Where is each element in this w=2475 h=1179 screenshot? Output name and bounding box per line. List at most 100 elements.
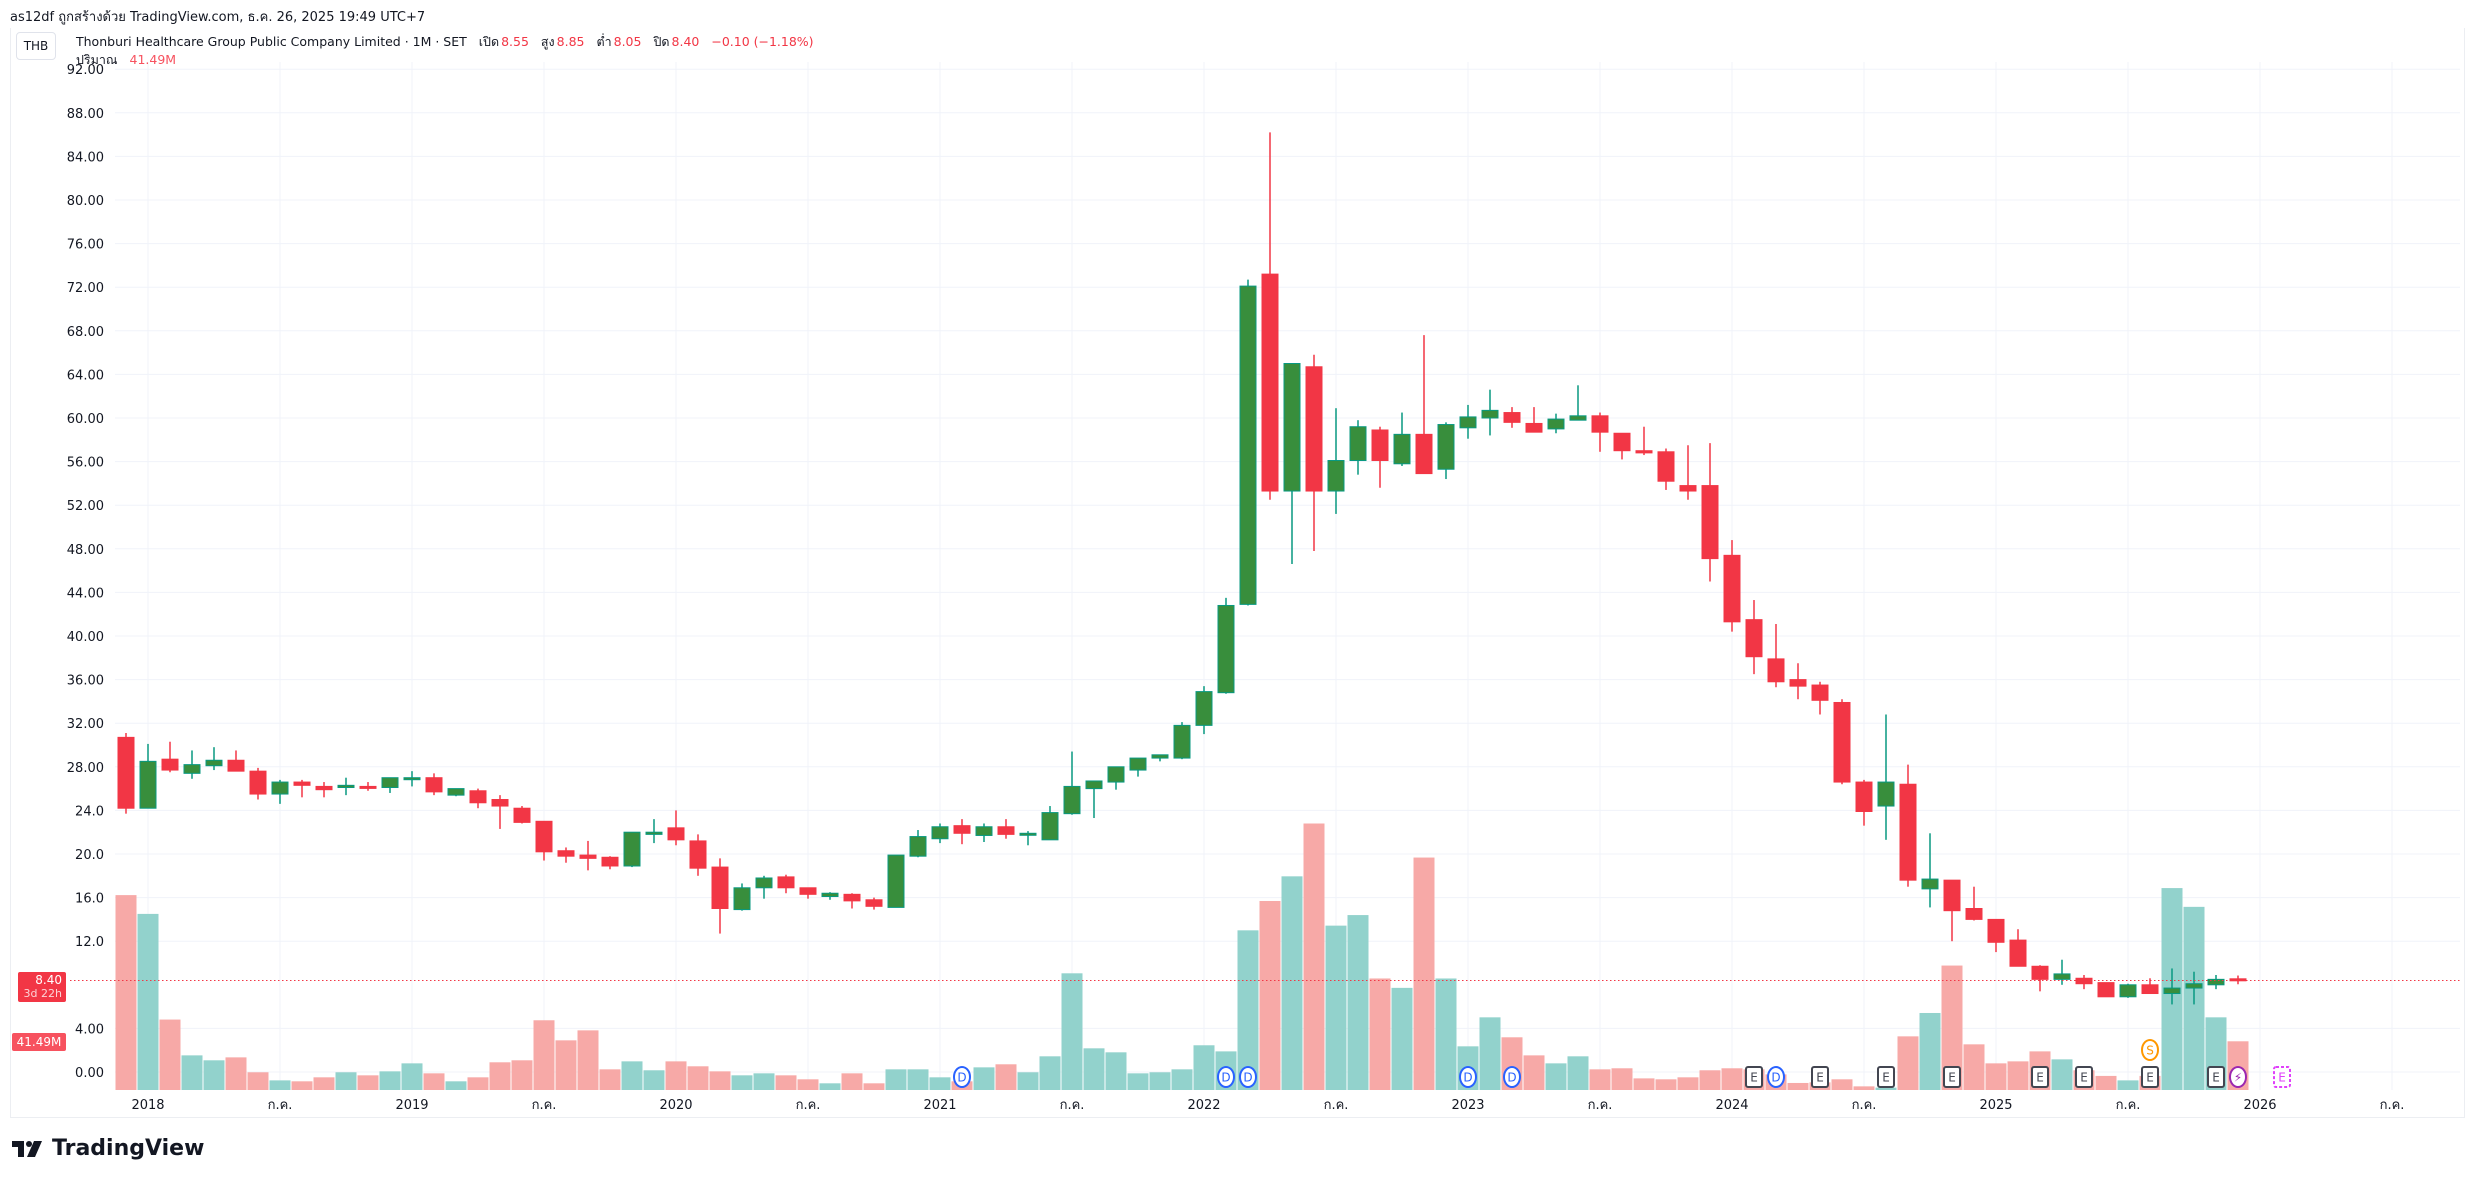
candle[interactable] bbox=[1305, 354, 1323, 551]
candle[interactable] bbox=[1877, 714, 1895, 840]
candle[interactable] bbox=[1283, 363, 1301, 565]
currency-button[interactable]: THB bbox=[16, 32, 56, 60]
candle[interactable] bbox=[359, 782, 377, 791]
event-marker-earnings[interactable]: E bbox=[1877, 1066, 1895, 1088]
candle[interactable] bbox=[1085, 780, 1103, 819]
price-axis[interactable]: 92.00 88.00 84.00 80.00 76.00 72.00 68.00 64.00… bbox=[67, 63, 104, 1081]
candle[interactable] bbox=[953, 819, 971, 845]
candle[interactable] bbox=[535, 820, 553, 861]
candle[interactable] bbox=[645, 819, 663, 844]
candle[interactable] bbox=[909, 830, 927, 858]
candle[interactable] bbox=[689, 834, 707, 876]
candle[interactable] bbox=[1943, 879, 1961, 942]
candle[interactable] bbox=[1657, 448, 1675, 490]
event-marker-dividend[interactable]: D bbox=[953, 1066, 971, 1088]
candle[interactable] bbox=[843, 893, 861, 909]
candle[interactable] bbox=[2031, 965, 2049, 992]
candle[interactable] bbox=[1151, 754, 1169, 762]
candle[interactable] bbox=[1833, 699, 1851, 785]
candle[interactable] bbox=[1855, 779, 1873, 826]
candle[interactable] bbox=[1063, 751, 1081, 815]
candle[interactable] bbox=[1107, 766, 1125, 790]
event-marker-split[interactable]: S bbox=[2141, 1039, 2159, 1061]
candle[interactable] bbox=[139, 743, 157, 809]
candle[interactable] bbox=[469, 788, 487, 809]
candle[interactable] bbox=[2185, 971, 2203, 1005]
candle[interactable] bbox=[2207, 974, 2225, 990]
candle[interactable] bbox=[205, 747, 223, 771]
candle[interactable] bbox=[1393, 412, 1411, 466]
candle[interactable] bbox=[2163, 968, 2181, 1005]
event-marker-earnings[interactable]: E bbox=[2207, 1066, 2225, 1088]
candle[interactable] bbox=[2009, 929, 2027, 967]
candle[interactable] bbox=[1965, 886, 1983, 921]
candle[interactable] bbox=[777, 874, 795, 894]
candle[interactable] bbox=[755, 875, 773, 899]
candle[interactable] bbox=[1547, 413, 1565, 434]
candle[interactable] bbox=[1481, 389, 1499, 436]
event-marker-earnings[interactable]: E bbox=[2141, 1066, 2159, 1088]
candle[interactable] bbox=[2097, 982, 2115, 998]
candle[interactable] bbox=[2053, 959, 2071, 985]
event-marker-earnings[interactable]: E bbox=[1745, 1066, 1763, 1088]
candle[interactable] bbox=[1811, 681, 1829, 715]
candle[interactable] bbox=[579, 840, 597, 871]
candle[interactable] bbox=[1261, 132, 1279, 500]
candle[interactable] bbox=[997, 819, 1015, 839]
candle[interactable] bbox=[1019, 831, 1037, 846]
candle[interactable] bbox=[403, 771, 421, 787]
candle[interactable] bbox=[227, 750, 245, 772]
candle[interactable] bbox=[1217, 597, 1235, 694]
candle[interactable] bbox=[1195, 686, 1213, 735]
event-marker-dividend[interactable]: D bbox=[1239, 1066, 1257, 1088]
candle[interactable] bbox=[623, 831, 641, 868]
candle[interactable] bbox=[1173, 722, 1191, 760]
candle[interactable] bbox=[315, 782, 333, 798]
candle[interactable] bbox=[1723, 540, 1741, 632]
candle[interactable] bbox=[1679, 445, 1697, 500]
candle[interactable] bbox=[1437, 422, 1455, 480]
time-axis[interactable]: 2018 ก.ค. 2019 ก.ค. 2020 ก.ค. 2021 ก.ค. 2022 ก.ค.… bbox=[131, 1098, 2404, 1113]
event-marker-earnings[interactable]: E bbox=[1811, 1066, 1829, 1088]
candle[interactable] bbox=[1921, 833, 1939, 908]
candle[interactable] bbox=[1635, 426, 1653, 456]
candle[interactable] bbox=[161, 741, 179, 773]
candle[interactable] bbox=[381, 777, 399, 793]
candle[interactable] bbox=[1745, 600, 1763, 675]
candle[interactable] bbox=[887, 854, 905, 908]
candle[interactable] bbox=[1569, 385, 1587, 421]
candle[interactable] bbox=[117, 733, 135, 814]
candle[interactable] bbox=[1899, 764, 1917, 887]
event-marker-dividend[interactable]: D bbox=[1217, 1066, 1235, 1088]
candle[interactable] bbox=[1701, 443, 1719, 582]
event-marker-earnings[interactable]: E bbox=[2075, 1066, 2093, 1088]
candle[interactable] bbox=[1129, 757, 1147, 777]
candle[interactable] bbox=[865, 897, 883, 910]
candle[interactable] bbox=[1459, 404, 1477, 439]
candle[interactable] bbox=[249, 767, 267, 800]
candle[interactable] bbox=[711, 858, 729, 934]
candle[interactable] bbox=[1503, 407, 1521, 428]
candle[interactable] bbox=[733, 883, 751, 911]
candle[interactable] bbox=[1591, 412, 1609, 452]
event-marker-news[interactable]: ⚡ bbox=[2229, 1066, 2247, 1088]
event-marker-dividend[interactable]: D bbox=[1503, 1066, 1521, 1088]
candle[interactable] bbox=[1041, 806, 1059, 841]
candle[interactable] bbox=[975, 823, 993, 843]
candle[interactable] bbox=[601, 856, 619, 870]
candle[interactable] bbox=[293, 779, 311, 798]
symbol-title[interactable]: Thonburi Healthcare Group Public Company… bbox=[76, 34, 467, 49]
candle[interactable] bbox=[1327, 408, 1345, 514]
candle[interactable] bbox=[557, 847, 575, 863]
event-marker-earnings[interactable]: E bbox=[1943, 1066, 1961, 1088]
candle[interactable] bbox=[1987, 918, 2005, 953]
candle[interactable] bbox=[2229, 975, 2247, 985]
tradingview-logo[interactable]: TradingView bbox=[12, 1136, 204, 1161]
event-marker-earnings[interactable]: E bbox=[2031, 1066, 2049, 1088]
candle[interactable] bbox=[183, 750, 201, 779]
candle[interactable] bbox=[1613, 432, 1631, 460]
candle[interactable] bbox=[337, 777, 355, 796]
candle[interactable] bbox=[513, 806, 531, 824]
candle[interactable] bbox=[931, 823, 949, 844]
candle[interactable] bbox=[425, 773, 443, 796]
